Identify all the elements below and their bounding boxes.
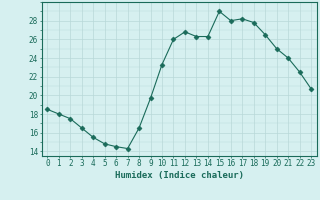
X-axis label: Humidex (Indice chaleur): Humidex (Indice chaleur) [115,171,244,180]
